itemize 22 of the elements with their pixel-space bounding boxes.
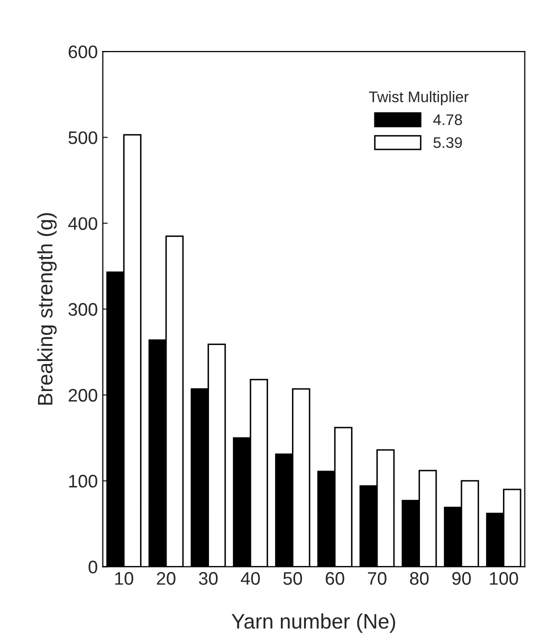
x-tick-label: 80 bbox=[410, 572, 429, 585]
x-tick-label: 40 bbox=[240, 572, 260, 585]
y-tick-label: 600 bbox=[68, 45, 98, 58]
x-tick-label: 60 bbox=[326, 572, 344, 585]
y-tick-label: 0 bbox=[88, 560, 98, 574]
y-tick-label: 400 bbox=[68, 217, 98, 230]
y-tick-label: 300 bbox=[68, 303, 98, 316]
y-axis-title: Breaking strength (g) bbox=[37, 213, 57, 405]
x-tick-label: 10 bbox=[115, 572, 134, 585]
legend-label: 4.78 bbox=[433, 114, 462, 126]
x-axis-title: Yarn number (Ne) bbox=[232, 613, 396, 633]
x-tick-label: 100 bbox=[490, 572, 518, 585]
y-tick-label: 100 bbox=[69, 474, 98, 488]
x-tick-label: 70 bbox=[368, 572, 386, 585]
y-tick-label: 200 bbox=[68, 388, 98, 402]
x-tick-label: 50 bbox=[283, 572, 302, 585]
legend-title: Twist Multiplier bbox=[368, 91, 469, 106]
x-tick-label: 30 bbox=[198, 572, 218, 585]
x-tick-label: 20 bbox=[156, 572, 176, 585]
x-tick-label: 90 bbox=[452, 572, 471, 585]
legend-label: 5.39 bbox=[434, 137, 462, 148]
y-tick-label: 500 bbox=[68, 131, 98, 144]
